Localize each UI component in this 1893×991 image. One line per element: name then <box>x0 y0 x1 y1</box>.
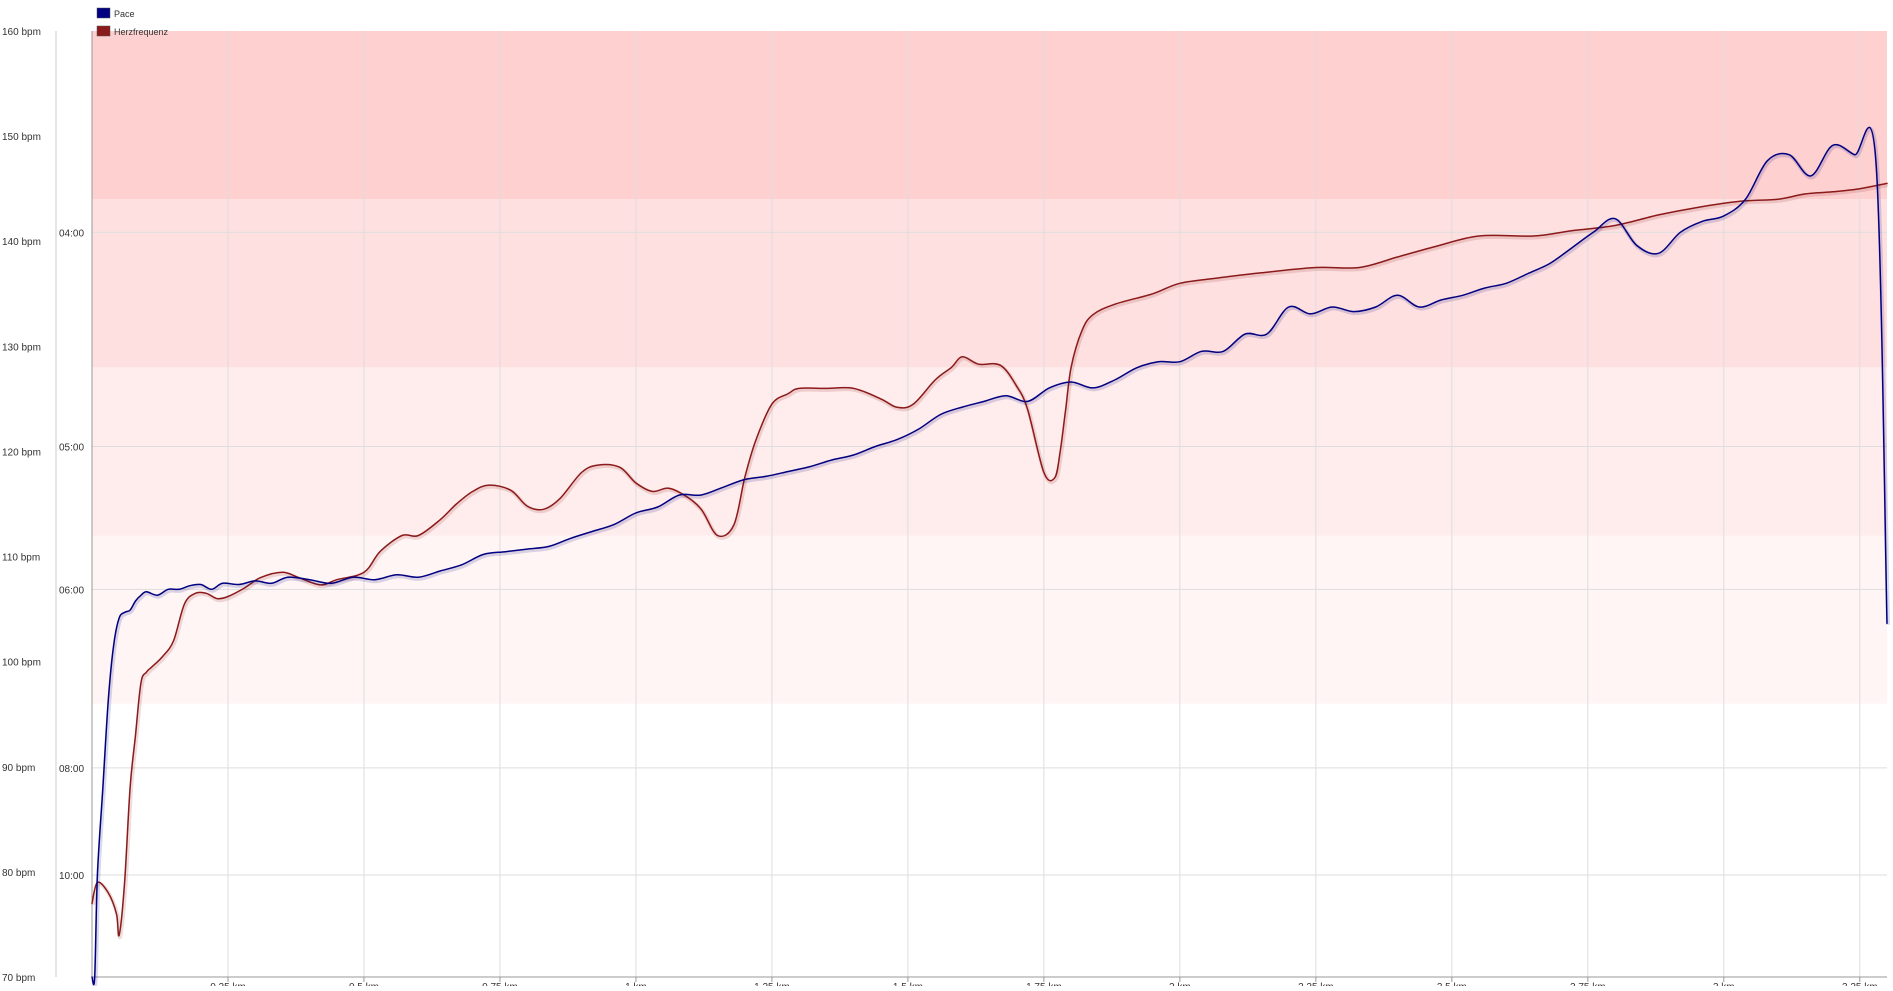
hr-tick-label: 110 bpm <box>2 553 40 564</box>
series-line-herzfrequenz <box>91 182 1888 937</box>
x-tick-label: 1,75 km <box>1026 982 1062 986</box>
hr-zone-1 <box>92 535 1887 704</box>
pace-tick-label: 10:00 <box>59 871 84 882</box>
hr-tick-label: 160 bpm <box>2 27 41 38</box>
x-tick-label: 1 km <box>625 982 647 986</box>
x-tick-label: 0,75 km <box>482 982 518 986</box>
legend-swatch <box>96 7 111 19</box>
hr-tick-label: 150 bpm <box>2 132 41 143</box>
x-tick-label: 0,5 km <box>349 982 379 986</box>
series-shadow-herzfrequenz <box>91 182 1889 940</box>
legend: Pace Herzfrequenz <box>96 7 169 37</box>
hr-tick-label: 140 bpm <box>2 237 41 248</box>
hr-tick-label: 100 bpm <box>2 658 41 669</box>
x-tick-label: 2,5 km <box>1437 982 1467 986</box>
series-line-pace <box>91 126 1888 986</box>
x-tick-label: 2,75 km <box>1570 982 1606 986</box>
grid-lines <box>92 31 1887 977</box>
series-lines <box>91 126 1890 988</box>
pace-tick-label: 08:00 <box>59 764 84 775</box>
hr-tick-label: 80 bpm <box>2 868 35 879</box>
legend-swatch <box>96 25 111 37</box>
x-tick-label: 3 km <box>1713 982 1735 986</box>
pace-tick-label: 05:00 <box>59 443 84 454</box>
x-tick-label: 2 km <box>1169 982 1191 986</box>
hr-tick-label: 120 bpm <box>2 447 41 458</box>
x-tick-label: 3,25 km <box>1842 982 1878 986</box>
hr-tick-label: 90 bpm <box>2 763 35 774</box>
legend-label: Pace <box>114 9 135 19</box>
hr-tick-label: 70 bpm <box>2 973 35 984</box>
hr-zone-4 <box>92 31 1887 200</box>
series-shadow-pace <box>91 127 1890 988</box>
pace-tick-label: 06:00 <box>59 585 84 596</box>
hr-tick-label: 130 bpm <box>2 342 41 353</box>
x-tick-label: 1,25 km <box>754 982 790 986</box>
x-tick-label: 2,25 km <box>1298 982 1334 986</box>
pace-tick-label: 04:00 <box>59 228 84 239</box>
x-tick-label: 0,25 km <box>210 982 246 986</box>
x-tick-label: 1,5 km <box>893 982 923 986</box>
legend-label: Herzfrequenz <box>114 27 169 37</box>
hr-zone-2 <box>92 367 1887 536</box>
